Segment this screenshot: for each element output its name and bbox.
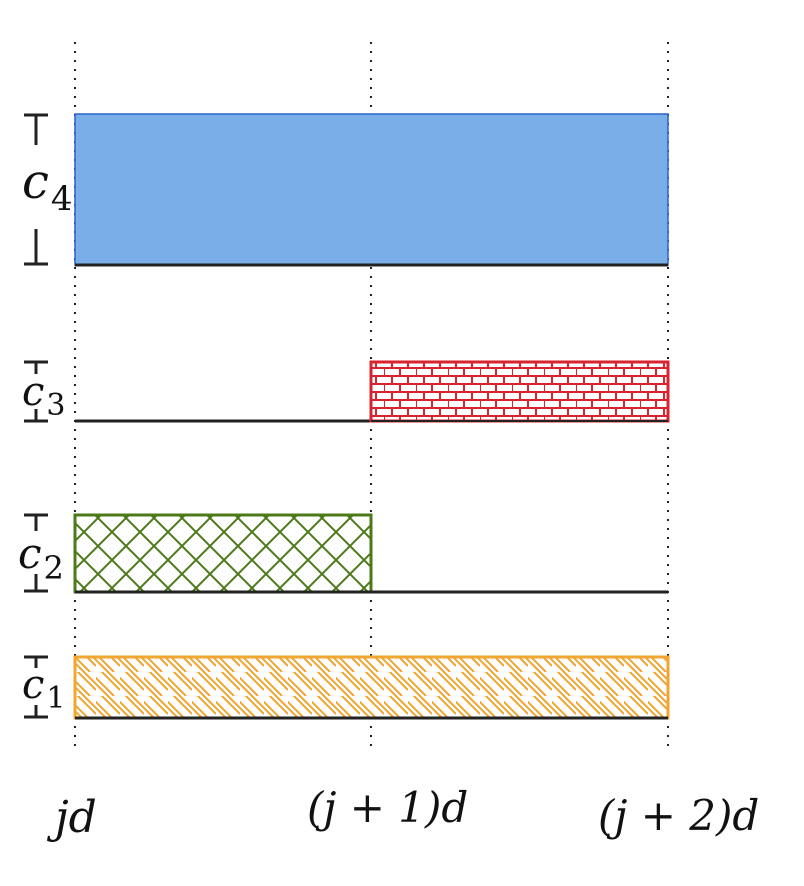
bracket-c2 [24, 513, 48, 593]
c1-label: c1 [22, 662, 66, 716]
c2-bar [73, 513, 373, 594]
c4-label: c4 [22, 154, 73, 219]
height-brackets [24, 113, 48, 719]
bracket-c1 [24, 655, 48, 719]
row-c1 [73, 655, 670, 720]
x-label-jd: jd [46, 792, 97, 843]
c4-bar [74, 113, 669, 266]
c3-label: c3 [22, 369, 66, 423]
x-label-j-plus-1-d: (j + 1)d [307, 783, 468, 832]
bracket-c4 [24, 113, 48, 266]
row-labels: c4 c3 c2 c1 [18, 154, 73, 716]
row-c3 [75, 360, 670, 423]
bottom-labels: jd (j + 1)d (j + 2)d [46, 783, 759, 843]
c1-bar [73, 655, 670, 720]
bracket-c3 [24, 360, 48, 423]
c3-bar [369, 360, 670, 423]
row-c4 [74, 113, 669, 267]
x-label-j-plus-2-d: (j + 2)d [598, 791, 759, 840]
c2-label: c2 [18, 529, 64, 587]
row-c2 [73, 513, 668, 594]
